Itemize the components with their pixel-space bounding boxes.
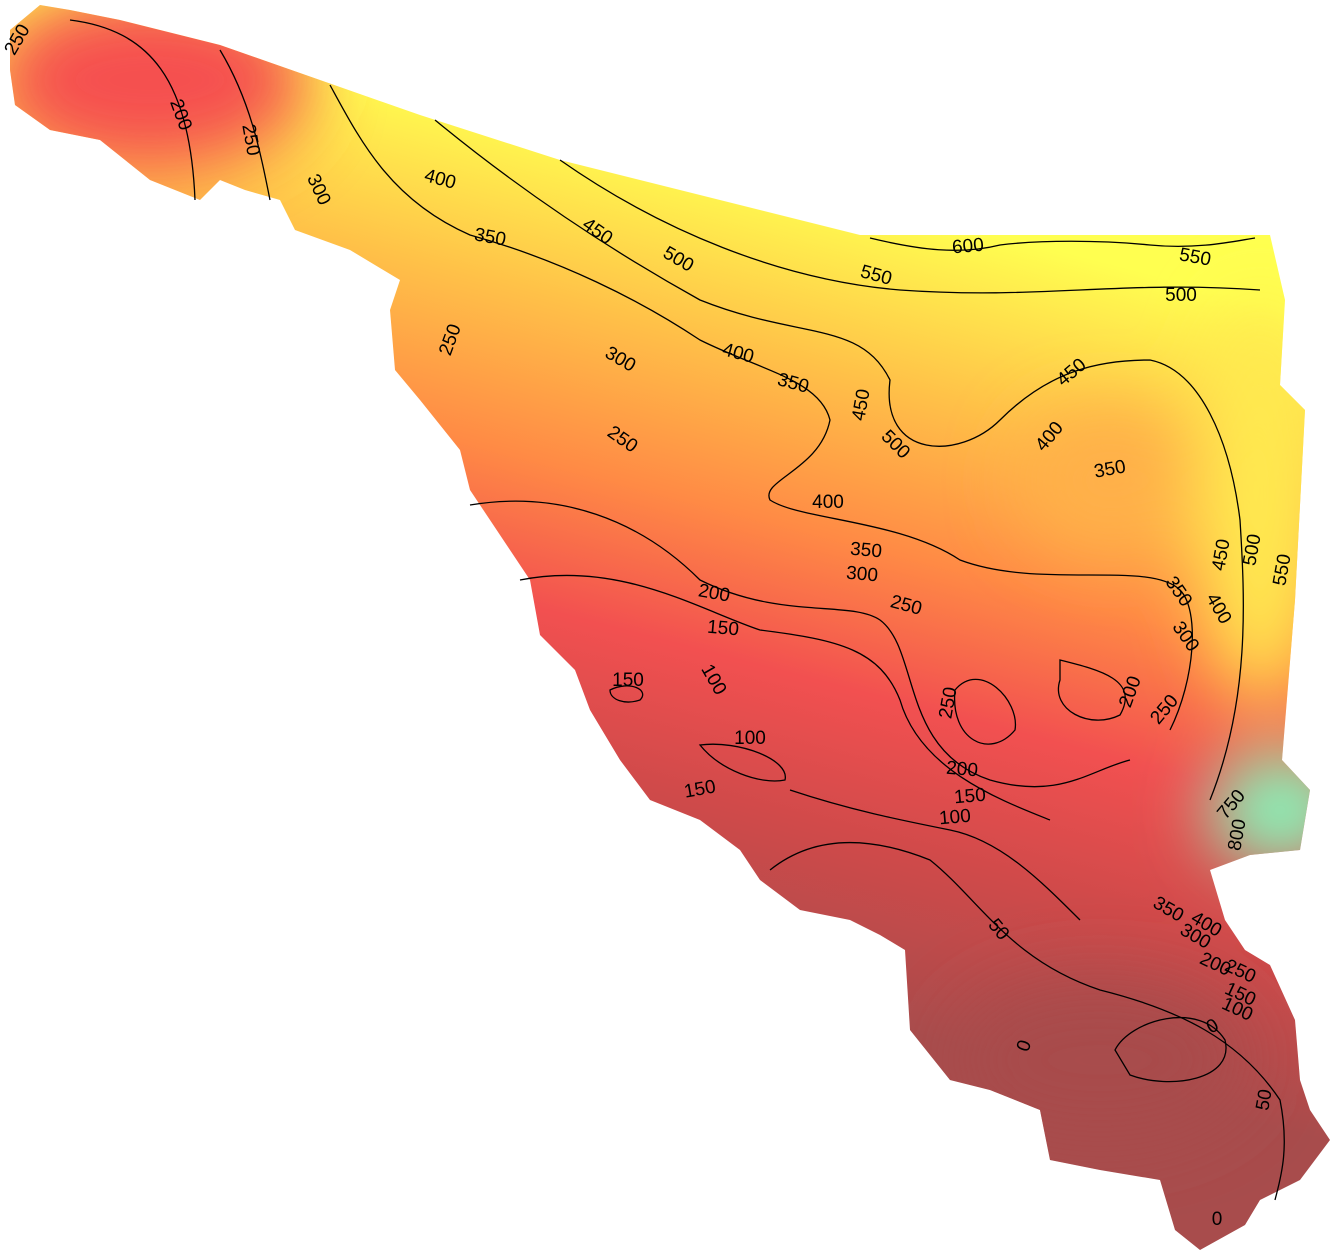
contour-label: 600 — [951, 235, 984, 259]
contour-label: 300 — [845, 563, 878, 587]
contour-label: 150 — [706, 617, 739, 641]
contour-label: 100 — [938, 806, 971, 830]
contour-label: 100 — [734, 728, 766, 749]
contour-lines — [69, 19, 1285, 1201]
contour-label: 0 — [1212, 1209, 1223, 1230]
contour-label: 200 — [945, 758, 978, 782]
contour-label: 500 — [1165, 285, 1197, 306]
contour-label: 150 — [953, 785, 986, 809]
contour-label: 350 — [849, 539, 882, 563]
contour-label: 400 — [812, 492, 844, 513]
contour-label: 50 — [1252, 1088, 1276, 1112]
contour-label: 150 — [612, 670, 644, 691]
